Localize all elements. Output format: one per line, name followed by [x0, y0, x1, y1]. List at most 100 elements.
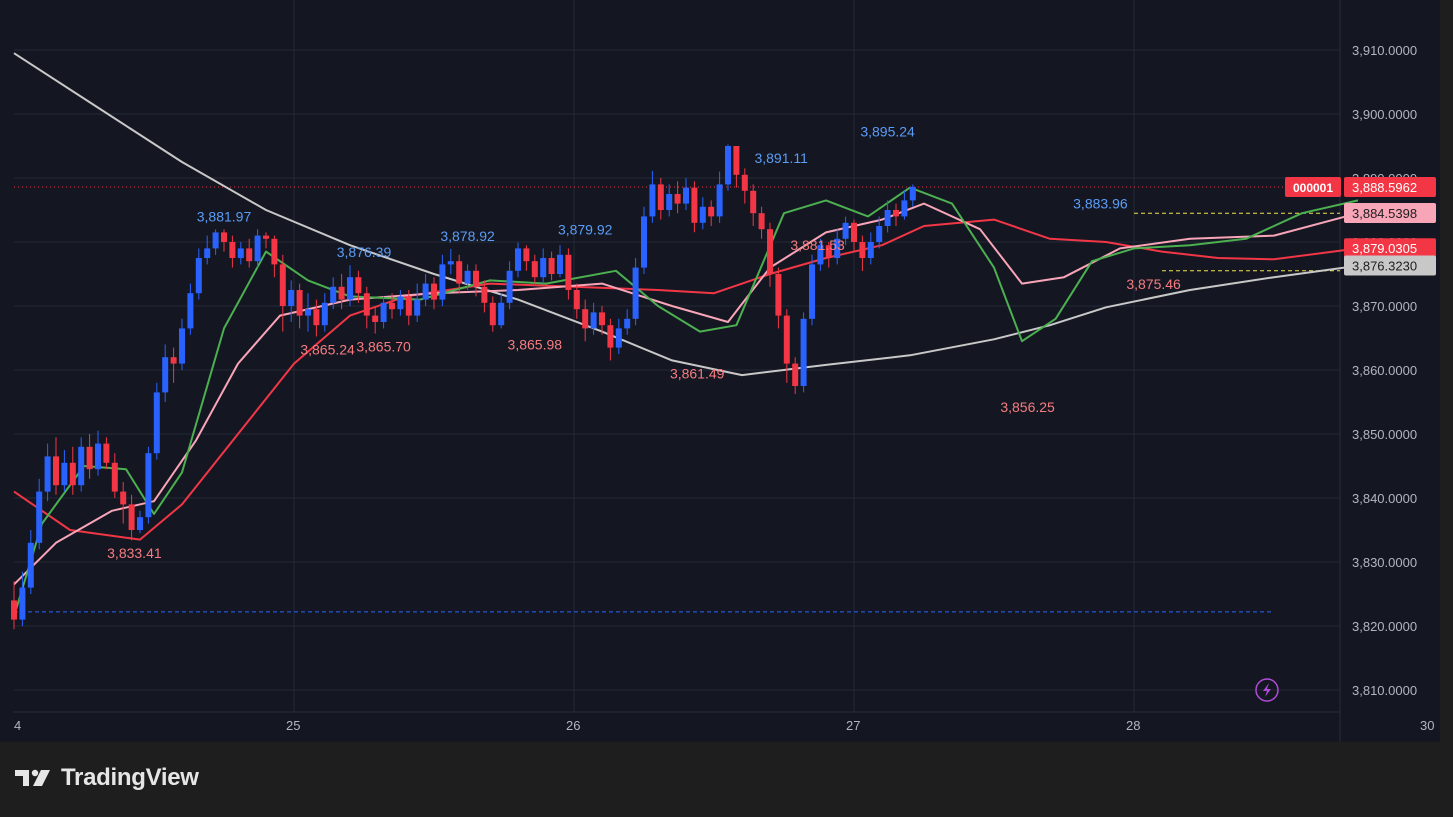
price-chart[interactable]: 3,810.0000 3,820.0000 3,830.0000 3,840.0000… [0, 0, 1440, 742]
moving-average-line [13, 218, 1359, 541]
candle-body [111, 462, 118, 492]
candle-body [279, 264, 286, 306]
candle-body [515, 248, 521, 271]
candle-body [95, 443, 101, 470]
candle-body [590, 312, 597, 329]
candle-body [338, 286, 345, 300]
low-label: 3,881.53 [790, 237, 845, 253]
candle-body [758, 213, 765, 230]
candle-body [792, 363, 799, 386]
candle-body [464, 270, 471, 284]
candle-body [145, 453, 152, 518]
candle-body [355, 277, 362, 294]
candle-body [44, 456, 51, 492]
candle-body [809, 264, 815, 319]
candle-body [405, 296, 412, 316]
price-tag-label: 3,879.0305 [1352, 241, 1417, 256]
candle-body [128, 504, 135, 530]
low-label: 3,856.25 [1000, 399, 1055, 415]
low-label: 3,833.41 [107, 545, 162, 561]
candle-body [103, 443, 110, 463]
candle-body [246, 248, 253, 262]
low-label: 3,861.49 [670, 365, 725, 381]
candle-body [708, 206, 715, 217]
candle-body [893, 210, 899, 217]
low-label: 3,875.46 [1126, 276, 1181, 292]
candle-body [61, 462, 68, 486]
candle-body [439, 264, 446, 300]
candle-body [548, 258, 555, 274]
candle-body [607, 325, 614, 348]
symbol-badge-label: 000001 [1293, 181, 1333, 195]
candle-body [11, 600, 17, 620]
candle-body [271, 238, 278, 265]
candle-body [851, 222, 857, 242]
candle-body [573, 290, 580, 310]
candle-body [456, 261, 463, 284]
candle-body [389, 302, 395, 310]
candle-body [321, 302, 328, 326]
price-tag-label: 3,884.5398 [1352, 206, 1417, 221]
candle-body [523, 248, 530, 262]
candle-body [288, 290, 295, 306]
tradingview-logo-icon [15, 769, 50, 786]
candle-body [229, 242, 236, 258]
candle-body [624, 318, 631, 329]
low-label: 3,865.24 [300, 341, 355, 357]
candle-body [909, 186, 916, 201]
candle-body [834, 238, 841, 258]
candle-body [69, 462, 76, 486]
candle-body [170, 357, 177, 364]
lightning-icon[interactable] [1255, 678, 1279, 702]
x-tick-label: 26 [566, 718, 580, 733]
candle-body [137, 517, 143, 530]
price-tag [1344, 176, 1436, 197]
candle-body [498, 302, 505, 326]
candle-body [842, 222, 849, 239]
high-label: 3,878.92 [440, 228, 495, 244]
candle-body [775, 274, 782, 316]
candle-body [657, 184, 664, 210]
candle-body [565, 254, 572, 290]
candle-body [414, 299, 421, 316]
moving-average-line [13, 52, 1359, 377]
low-label: 3,865.70 [356, 339, 411, 355]
candle-body [800, 318, 807, 386]
candle-body [767, 229, 773, 274]
symbol-badge[interactable] [1285, 176, 1341, 197]
y-tick-label: 3,900.0000 [1352, 107, 1417, 122]
moving-average-line [13, 186, 1359, 617]
candle-body [372, 315, 379, 322]
candle-body [632, 267, 639, 319]
candle-body [162, 357, 169, 393]
candle-body [187, 293, 194, 329]
candle-body [221, 232, 227, 242]
candle-body [649, 184, 656, 217]
candle-body [641, 216, 647, 268]
candle-body [716, 184, 723, 217]
candle-body [733, 146, 740, 175]
chart-area[interactable]: 3,810.0000 3,820.0000 3,830.0000 3,840.0000… [0, 0, 1440, 742]
candle-body [540, 258, 547, 278]
tradingview-logo[interactable]: TradingView [15, 764, 199, 792]
candle-body [305, 309, 311, 316]
candle-body [489, 302, 496, 326]
candle-body [783, 315, 790, 364]
candle-body [27, 542, 34, 588]
brand-name: TradingView [61, 764, 199, 791]
candle-body [867, 242, 874, 258]
candle-body [683, 187, 689, 204]
scrollbar[interactable] [1440, 0, 1453, 742]
price-tag [1344, 255, 1436, 276]
y-tick-label: 3,810.0000 [1352, 683, 1417, 698]
price-tag [1344, 238, 1436, 259]
price-tag-label: 3,888.5962 [1352, 180, 1417, 195]
candle-body [19, 587, 26, 620]
candle-body [330, 286, 337, 303]
candle-body [254, 235, 261, 262]
candle-body [473, 270, 479, 287]
candle-body [901, 200, 908, 217]
y-tick-label: 3,830.0000 [1352, 555, 1417, 570]
candle-body [380, 302, 387, 322]
candle-body [263, 235, 269, 239]
